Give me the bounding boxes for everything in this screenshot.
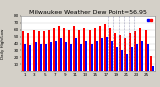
Bar	[80, 44, 82, 71]
Bar	[68, 30, 70, 71]
Bar	[119, 35, 121, 71]
Bar	[40, 44, 42, 71]
Bar	[55, 41, 57, 71]
Bar	[126, 54, 128, 71]
Bar	[134, 31, 136, 71]
Bar	[22, 31, 24, 71]
Bar	[35, 42, 37, 71]
Bar	[91, 44, 93, 71]
Bar	[104, 24, 106, 71]
Bar	[83, 28, 85, 71]
Bar	[48, 30, 50, 71]
Bar	[150, 56, 152, 71]
Bar	[60, 38, 62, 71]
Bar	[139, 28, 141, 71]
Bar	[99, 26, 101, 71]
Bar	[147, 44, 149, 71]
Bar	[114, 33, 116, 71]
Bar	[45, 44, 47, 71]
Bar	[144, 30, 147, 71]
Bar	[96, 41, 98, 71]
Bar	[88, 30, 91, 71]
Bar	[129, 33, 131, 71]
Title: Milwaukee Weather Dew Point=56.95: Milwaukee Weather Dew Point=56.95	[29, 10, 147, 15]
Bar	[53, 28, 55, 71]
Bar	[75, 38, 77, 71]
Bar	[65, 42, 67, 71]
Bar	[116, 47, 118, 71]
Bar	[73, 26, 75, 71]
Bar	[24, 44, 26, 71]
Bar	[141, 41, 144, 71]
Bar	[27, 33, 29, 71]
Bar	[38, 31, 40, 71]
Bar	[106, 37, 108, 71]
Bar	[152, 66, 154, 71]
Bar	[109, 28, 111, 71]
Legend: , : ,	[146, 17, 153, 22]
Text: Daily High/Low: Daily High/Low	[1, 28, 5, 59]
Bar	[29, 45, 32, 71]
Bar	[32, 30, 35, 71]
Bar	[131, 47, 133, 71]
Bar	[43, 31, 45, 71]
Bar	[121, 50, 123, 71]
Bar	[70, 44, 72, 71]
Bar	[85, 41, 88, 71]
Bar	[124, 38, 126, 71]
Bar	[136, 44, 138, 71]
Bar	[78, 30, 80, 71]
Bar	[101, 38, 103, 71]
Bar	[111, 41, 113, 71]
Bar	[94, 28, 96, 71]
Bar	[50, 42, 52, 71]
Bar	[63, 28, 65, 71]
Bar	[58, 26, 60, 71]
